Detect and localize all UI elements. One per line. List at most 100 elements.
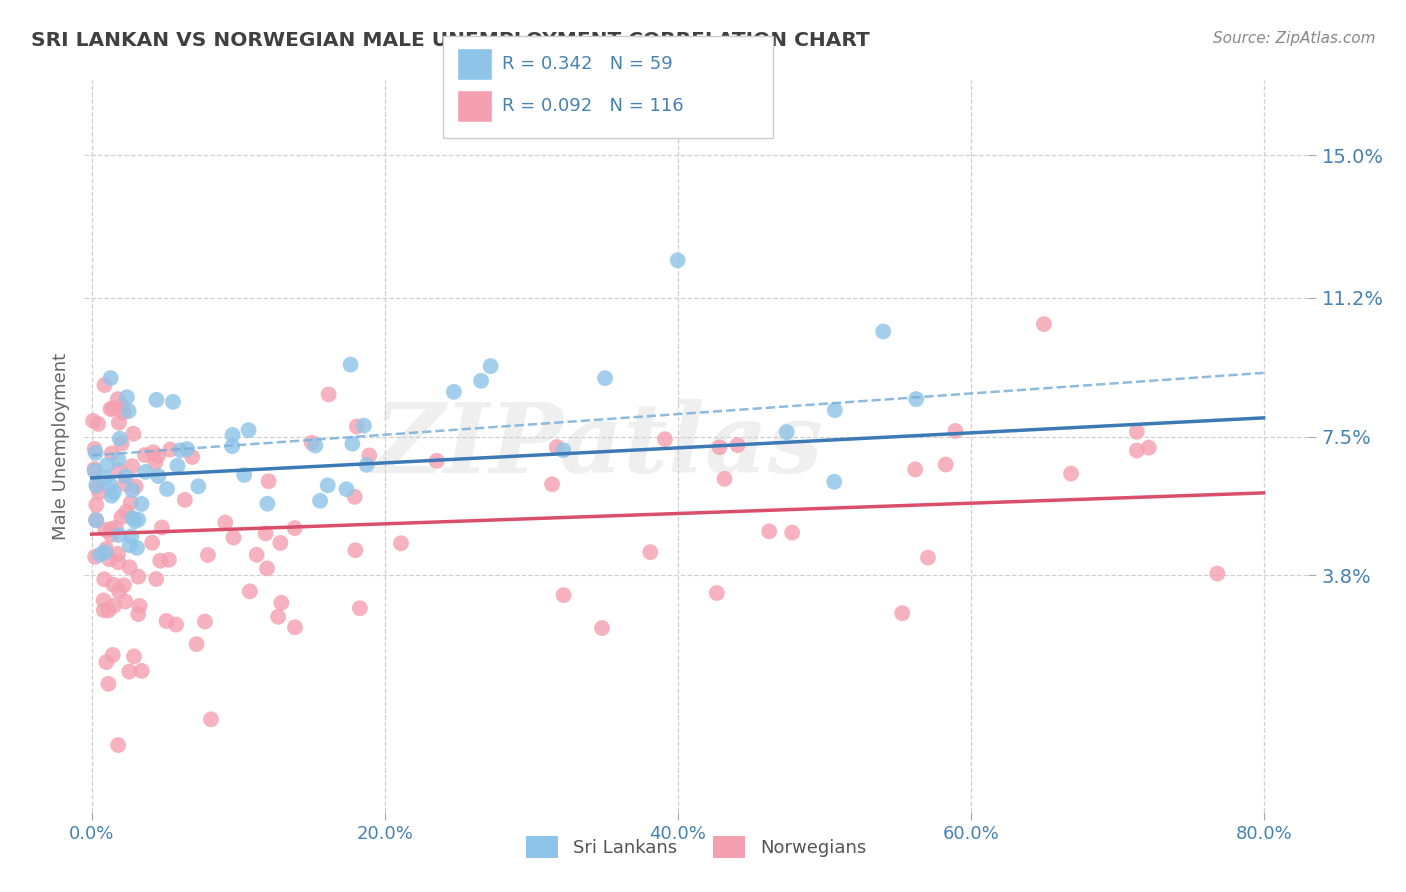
Point — [103, 577, 125, 591]
Point — [124, 479, 146, 493]
Point — [100, 402, 122, 417]
Point — [100, 371, 122, 385]
Point — [654, 432, 676, 446]
Point — [89, 548, 111, 562]
Point — [156, 482, 179, 496]
Point — [353, 418, 375, 433]
Point — [776, 425, 799, 439]
Point — [389, 536, 412, 550]
Point — [82, 414, 104, 428]
Point — [121, 511, 143, 525]
Point — [553, 588, 575, 602]
Point — [1137, 441, 1160, 455]
Point — [706, 586, 728, 600]
Point — [309, 493, 332, 508]
Point — [100, 522, 122, 536]
Point — [181, 450, 204, 464]
Point — [359, 449, 381, 463]
Point — [233, 467, 256, 482]
Point — [93, 378, 115, 392]
Point — [186, 637, 208, 651]
Point — [256, 497, 278, 511]
Point — [93, 593, 115, 607]
Point — [97, 603, 120, 617]
Point — [541, 477, 564, 491]
Point — [824, 403, 846, 417]
Point — [342, 436, 364, 450]
Point — [200, 712, 222, 726]
Point — [120, 529, 142, 543]
Point — [100, 446, 122, 460]
Point — [128, 599, 150, 613]
Point — [84, 549, 107, 564]
Point — [124, 514, 146, 528]
Point — [104, 521, 127, 535]
Point — [187, 479, 209, 493]
Point — [917, 550, 939, 565]
Point — [148, 469, 170, 483]
Point — [107, 392, 129, 406]
Point — [146, 449, 169, 463]
Point — [107, 547, 129, 561]
Point — [84, 446, 107, 460]
Point — [107, 463, 129, 477]
Point — [114, 594, 136, 608]
Point — [83, 442, 105, 456]
Point — [93, 572, 115, 586]
Point — [284, 620, 307, 634]
Point — [872, 325, 894, 339]
Point — [89, 485, 111, 500]
Point — [134, 448, 156, 462]
Point — [111, 399, 134, 413]
Point — [727, 438, 749, 452]
Point — [553, 443, 575, 458]
Point — [100, 489, 122, 503]
Point — [905, 392, 928, 406]
Point — [145, 392, 167, 407]
Point — [638, 545, 661, 559]
Point — [256, 561, 278, 575]
Point — [426, 454, 449, 468]
Point — [103, 485, 125, 500]
Point — [111, 436, 134, 450]
Point — [83, 464, 105, 478]
Point — [267, 609, 290, 624]
Point — [122, 426, 145, 441]
Point — [356, 458, 378, 472]
Point — [591, 621, 613, 635]
Point — [118, 560, 141, 574]
Point — [709, 440, 731, 454]
Point — [110, 510, 132, 524]
Point — [142, 445, 165, 459]
Point — [94, 523, 117, 537]
Point — [145, 572, 167, 586]
Point — [470, 374, 492, 388]
Point — [239, 584, 262, 599]
Point — [114, 469, 136, 483]
Point — [94, 541, 117, 556]
Point — [131, 664, 153, 678]
Point — [100, 528, 122, 542]
Point — [155, 614, 177, 628]
Point — [1126, 425, 1149, 439]
Point — [94, 545, 117, 559]
Point — [86, 479, 108, 493]
Point — [96, 655, 118, 669]
Point — [94, 471, 117, 485]
Point — [945, 424, 967, 438]
Point — [1206, 566, 1229, 581]
Point — [1126, 443, 1149, 458]
Point — [343, 490, 366, 504]
Point — [108, 432, 131, 446]
Point — [339, 358, 361, 372]
Point — [84, 513, 107, 527]
Point — [118, 538, 141, 552]
Point — [108, 528, 131, 542]
Point — [107, 738, 129, 752]
Point — [115, 505, 138, 519]
Point — [935, 458, 957, 472]
Point — [284, 521, 307, 535]
Point — [546, 440, 568, 454]
Point — [346, 419, 368, 434]
Point — [112, 405, 135, 419]
